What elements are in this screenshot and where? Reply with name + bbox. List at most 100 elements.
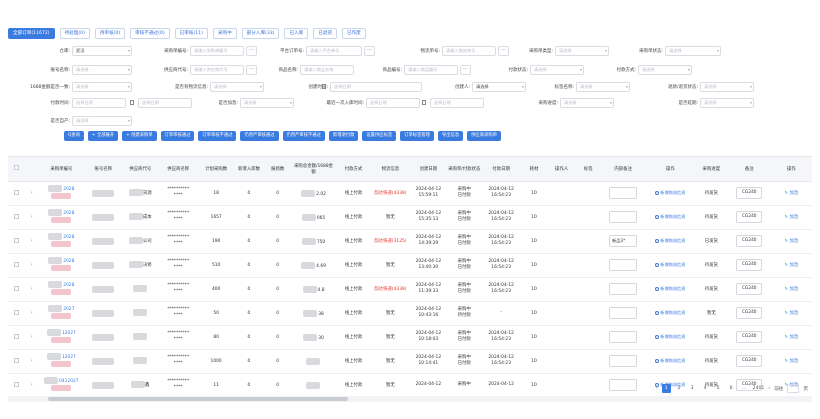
internal-note-input[interactable]: 新品3* [609, 235, 638, 247]
purchase-no-link[interactable]: 12027 [61, 355, 76, 361]
internal-note-input[interactable] [609, 187, 638, 199]
status-tab[interactable]: 采购中 [212, 28, 237, 39]
page-button[interactable]: 6 [729, 386, 733, 391]
status-tab[interactable]: 已入库 [284, 28, 309, 39]
purchase-no[interactable]: 12027 [40, 353, 83, 369]
urgent-link[interactable]: ✎ 加急 [784, 287, 798, 292]
internal-note-input[interactable] [609, 331, 638, 343]
horizontal-scrollbar[interactable] [8, 396, 812, 402]
is-urgent-select[interactable]: 请选择 [240, 98, 294, 108]
purchase-type-select[interactable]: 请选择 [555, 46, 609, 56]
more-button[interactable]: ··· [246, 46, 257, 56]
select-all-checkbox[interactable] [13, 165, 19, 171]
status-tab[interactable]: 待审核(0) [94, 28, 126, 39]
chevron-right-icon[interactable]: › [30, 382, 33, 388]
table-row[interactable]: › 2028 成本 ********** **** 1657 0 0 065 线上付款 暂无 2024… [8, 205, 812, 230]
row-checkbox[interactable] [13, 189, 19, 195]
row-checkbox[interactable] [13, 357, 19, 363]
page-button[interactable]: 1 [661, 384, 671, 393]
purchase-no-link[interactable]: 2028 [63, 259, 75, 265]
scrollbar-thumb[interactable] [48, 397, 348, 401]
purchase-no-link[interactable]: 0412027 [59, 379, 79, 385]
logistics-info[interactable]: 韵达快递(4338) [374, 191, 407, 196]
internal-note-input[interactable] [609, 379, 638, 391]
pay-time-start[interactable]: 选择日期 [72, 98, 126, 108]
urgent-link[interactable]: ✎ 加急 [784, 215, 798, 220]
logistics-info[interactable]: 韵达快递(3125) [374, 239, 407, 244]
supplier-code-input[interactable]: 请输入供应商代号 [190, 65, 244, 75]
more-button[interactable]: ··· [460, 65, 471, 75]
remark-input[interactable]: CG240 [736, 283, 763, 295]
pay-time-end[interactable]: 选择日期 [138, 98, 192, 108]
action-button[interactable]: 仍然严审核通过 [240, 131, 279, 141]
internal-note-input[interactable] [609, 307, 638, 319]
table-row[interactable]: › 0412027 鑫 ********** **** 11 0 0 线上付款 暂无 2024-04… [8, 373, 812, 396]
internal-note-input[interactable] [609, 259, 638, 271]
action-button[interactable]: Q查询 [64, 131, 84, 141]
chevron-right-icon[interactable]: › [30, 310, 33, 316]
add-logistics-link[interactable]: 新增物流信息 [655, 358, 685, 363]
remark-input[interactable]: CG240 [736, 259, 763, 271]
last-inbound-start[interactable]: 选择日期 [366, 98, 420, 108]
purchase-no-link[interactable]: 2028 [63, 187, 75, 193]
urgent-link[interactable]: ✎ 加急 [784, 191, 798, 196]
add-logistics-link[interactable]: 新增物流信息 [655, 286, 685, 291]
add-logistics-link[interactable]: 新增物流信息 [655, 310, 685, 315]
status-tab[interactable]: 已作废 [342, 28, 366, 39]
has-logistics-select[interactable]: 请选择 [210, 82, 264, 92]
more-button[interactable]: ··· [364, 46, 375, 56]
row-checkbox[interactable] [13, 261, 19, 267]
status-tab[interactable]: 待处理(0) [59, 28, 90, 39]
action-button[interactable]: 订单审核不通过 [198, 131, 237, 141]
more-button[interactable]: ··· [498, 46, 509, 56]
pay-method-select[interactable]: 请选择 [638, 65, 692, 75]
page-button[interactable]: 4 [703, 386, 707, 391]
chevron-right-icon[interactable]: › [30, 214, 33, 220]
purchase-no-link[interactable]: 2028 [63, 235, 75, 241]
next-page-icon[interactable]: › [768, 386, 771, 391]
chevron-right-icon[interactable]: › [30, 286, 33, 292]
table-row[interactable]: › 12027 ********** **** 1000 0 0 线上付款 暂无 2024-04-… [8, 349, 812, 374]
last-inbound-end[interactable]: 选择日期 [430, 98, 484, 108]
progress-select[interactable]: 请选择 [560, 98, 614, 108]
purchase-no[interactable]: 2028 [40, 209, 83, 225]
add-logistics-link[interactable]: 新增物流信息 [655, 190, 685, 195]
purchase-no[interactable]: 12027 [40, 329, 83, 345]
purchase-no[interactable]: 2028 [40, 257, 83, 273]
remark-input[interactable]: CG240 [736, 355, 763, 367]
status-tab[interactable]: 审核不通过(0) [130, 28, 170, 39]
action-button[interactable]: 导出信息 [437, 131, 464, 141]
remark-input[interactable]: CG240 [736, 187, 763, 199]
chevron-right-icon[interactable]: › [30, 358, 33, 364]
warehouse-select[interactable]: 武汉 [72, 46, 132, 56]
urgent-link[interactable]: ✎ 加急 [784, 239, 798, 244]
alibaba-consistent-select[interactable]: 请选择 [72, 82, 132, 92]
row-checkbox[interactable] [13, 285, 19, 291]
status-tab[interactable]: 部分入库(33) [241, 28, 280, 39]
purchase-status-select[interactable]: 请选择 [665, 46, 721, 56]
page-button[interactable]: 5 [716, 386, 720, 391]
remark-input[interactable]: CG240 [736, 211, 763, 223]
logistics-info[interactable]: 韵达快递(4338) [374, 287, 407, 292]
status-tab[interactable]: 已退货 [313, 28, 338, 39]
internal-note-input[interactable] [609, 283, 638, 295]
purchase-no[interactable]: 2028 [40, 185, 83, 201]
internal-note-input[interactable] [609, 211, 638, 223]
table-row[interactable]: › 2027 ********** **** 50 0 0 38 线上付款 暂无 2024-04-1… [8, 301, 812, 326]
page-button[interactable]: 3 [690, 386, 694, 391]
table-row[interactable]: › 2028 货源 ********** **** 18 0 0 2.02 线上付款 韵达快递(43… [8, 181, 812, 206]
action-button[interactable]: 供应商采购单 [467, 131, 501, 141]
action-button[interactable]: 订单审核通过 [160, 131, 195, 141]
remark-input[interactable]: CG240 [736, 307, 763, 319]
product-name-input[interactable]: 请输入商品名称 [300, 65, 354, 75]
status-tab[interactable]: 已审核(11) [174, 28, 208, 39]
purchase-no-link[interactable]: 12027 [61, 331, 76, 337]
urgent-link[interactable]: ✎ 加急 [784, 359, 798, 364]
page-button[interactable]: 2401 [752, 386, 765, 391]
add-logistics-link[interactable]: 新增物流信息 [655, 382, 685, 387]
chevron-right-icon[interactable]: › [30, 334, 33, 340]
row-checkbox[interactable] [13, 333, 19, 339]
chevron-right-icon[interactable]: › [30, 262, 33, 268]
purchase-no-link[interactable]: 2028 [63, 211, 75, 217]
prev-page-icon[interactable]: ‹ [655, 386, 658, 391]
